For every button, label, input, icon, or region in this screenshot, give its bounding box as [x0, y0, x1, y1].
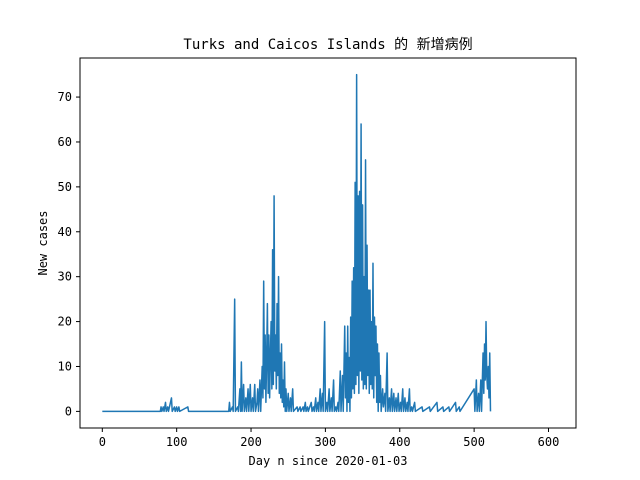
plot-area	[102, 73, 492, 413]
x-tick-label: 100	[166, 435, 188, 449]
x-axis-label: Day n since 2020-01-03	[249, 454, 408, 468]
y-tick-label: 70	[58, 90, 72, 104]
axes-frame	[79, 57, 577, 429]
x-tick-label: 600	[538, 435, 560, 449]
x-tick-label: 400	[389, 435, 411, 449]
y-tick-label: 0	[65, 404, 72, 418]
x-tick-label: 200	[240, 435, 262, 449]
y-tick-label: 50	[58, 180, 72, 194]
y-tick-label: 10	[58, 359, 72, 373]
y-axis-label: New cases	[36, 210, 50, 275]
x-tick-label: 0	[99, 435, 106, 449]
x-tick-label: 300	[315, 435, 337, 449]
series-line-0	[102, 73, 492, 413]
y-tick-label: 20	[58, 315, 72, 329]
y-tick-label: 60	[58, 135, 72, 149]
x-axis: 0 100 200 300 400 500 600	[99, 428, 560, 449]
x-tick-label: 500	[463, 435, 485, 449]
chart-title: Turks and Caicos Islands 的 新增病例	[183, 37, 472, 53]
y-tick-label: 40	[58, 225, 72, 239]
y-axis: 0 10 20 30 40 50 60 70	[58, 90, 80, 418]
y-tick-label: 30	[58, 270, 72, 284]
